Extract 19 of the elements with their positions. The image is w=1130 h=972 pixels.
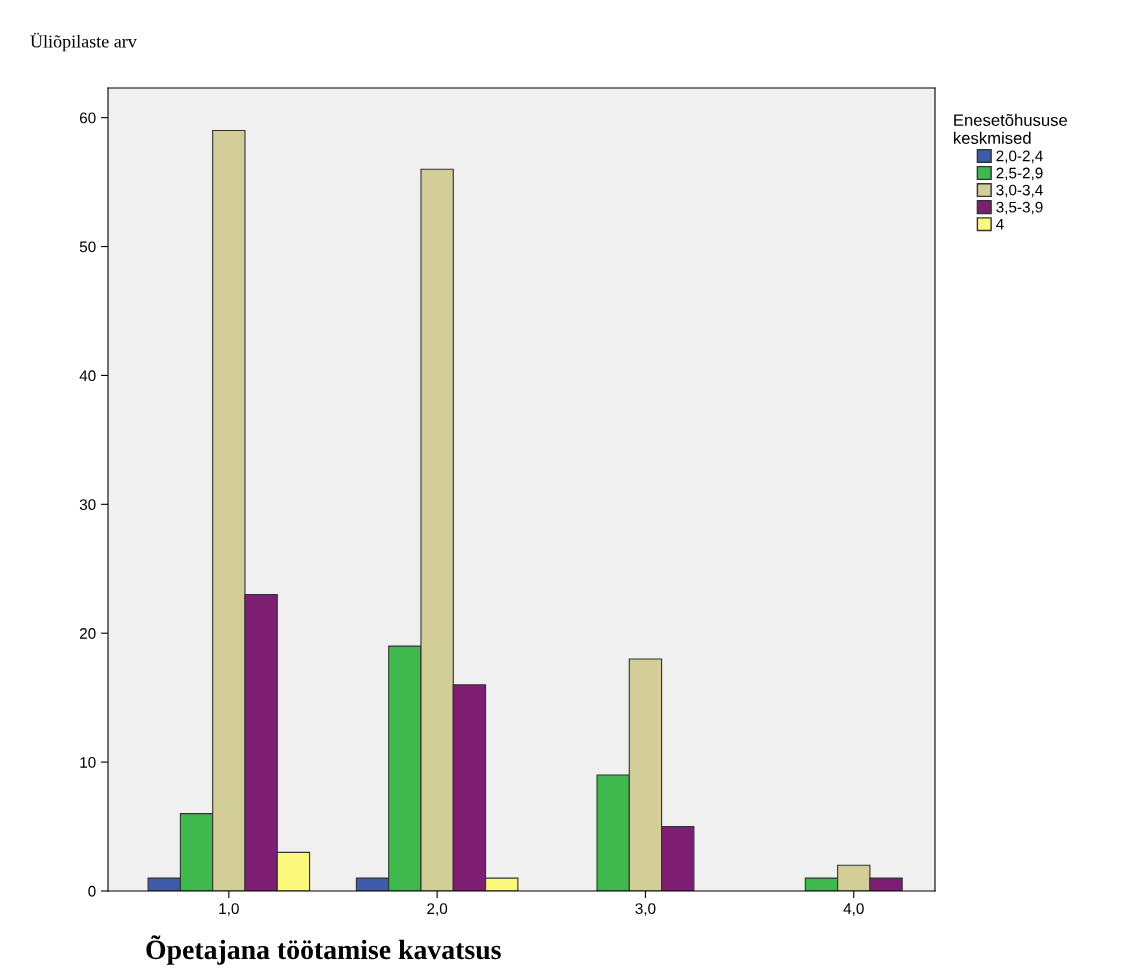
x-tick-label: 4,0 bbox=[843, 903, 864, 916]
x-tick-label: 2,0 bbox=[427, 903, 448, 916]
x-tick-label: 3,0 bbox=[635, 903, 656, 916]
y-tick-label: 10 bbox=[80, 756, 96, 768]
legend-label: 2,5-2,9 bbox=[996, 167, 1043, 181]
legend-title: Enesetõhususe keskmised bbox=[954, 113, 1068, 144]
legend-label: 4 bbox=[996, 218, 1004, 230]
y-axis-title: Üliõpilaste arv bbox=[30, 32, 137, 52]
y-tick-label: 60 bbox=[79, 112, 96, 124]
y-tick-label: 30 bbox=[79, 499, 96, 511]
legend-label: 3,0-3,4 bbox=[996, 184, 1043, 198]
y-tick-label: 0 bbox=[88, 885, 96, 897]
y-tick-label: 20 bbox=[79, 628, 96, 639]
x-tick-label: 1,0 bbox=[219, 903, 239, 916]
x-axis-title: Õpetajana töötamise kavatsus bbox=[146, 935, 501, 965]
y-tick-label: 40 bbox=[79, 370, 96, 382]
y-tick-label: 50 bbox=[79, 241, 96, 253]
legend-label: 3,5-3,9 bbox=[996, 201, 1043, 215]
legend-label: 2,0-2,4 bbox=[996, 150, 1043, 164]
